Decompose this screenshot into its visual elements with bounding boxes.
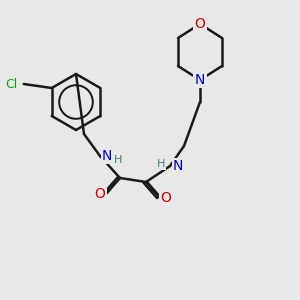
Text: O: O <box>195 17 206 31</box>
Text: N: N <box>195 73 205 87</box>
Text: N: N <box>102 149 112 163</box>
Text: O: O <box>94 187 105 201</box>
Text: Cl: Cl <box>5 77 18 91</box>
Text: N: N <box>173 159 183 173</box>
Text: H: H <box>114 155 122 165</box>
Text: H: H <box>157 159 165 169</box>
Text: O: O <box>160 191 171 205</box>
